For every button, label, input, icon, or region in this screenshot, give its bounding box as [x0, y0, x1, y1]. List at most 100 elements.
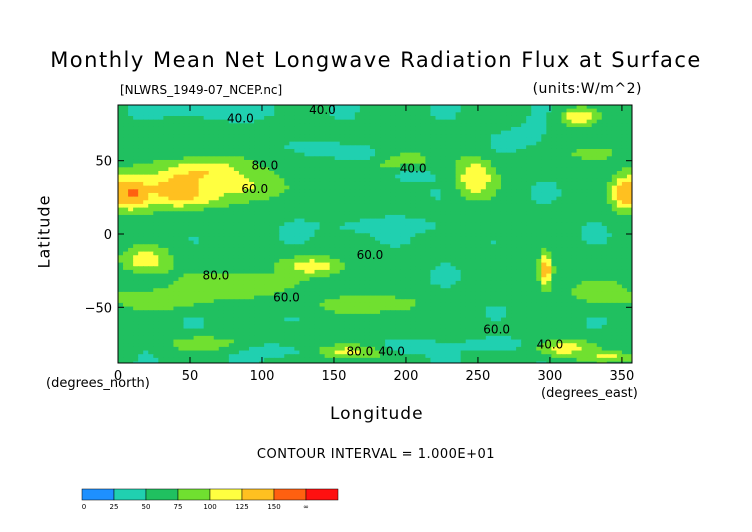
heatmap-cell	[581, 255, 588, 260]
heatmap-cell	[551, 222, 558, 227]
heatmap-cell	[526, 148, 532, 154]
heatmap-cell	[188, 207, 195, 212]
heatmap-cell	[430, 185, 437, 190]
heatmap-cell	[470, 207, 477, 212]
heatmap-cell	[354, 156, 361, 161]
heatmap-cell	[400, 247, 406, 253]
heatmap-cell	[400, 189, 406, 194]
heatmap-cell	[213, 181, 220, 187]
heatmap-cell	[526, 262, 532, 267]
heatmap-cell	[223, 181, 230, 187]
heatmap-cell	[173, 156, 180, 161]
heatmap-cell	[556, 170, 563, 176]
heatmap-cell	[495, 185, 502, 190]
heatmap-cell	[369, 233, 376, 238]
heatmap-cell	[369, 119, 376, 124]
heatmap-cell	[546, 203, 552, 209]
heatmap-cell	[621, 222, 628, 227]
heatmap-cell	[228, 159, 235, 165]
heatmap-cell	[470, 247, 477, 253]
heatmap-cell	[485, 233, 492, 238]
heatmap-cell	[369, 178, 376, 183]
heatmap-cell	[465, 178, 472, 183]
heatmap-cell	[269, 123, 275, 128]
heatmap-cell	[168, 159, 175, 165]
heatmap-cell	[450, 181, 457, 187]
heatmap-cell	[198, 255, 205, 260]
heatmap-cell	[319, 218, 326, 223]
heatmap-cell	[495, 273, 502, 278]
heatmap-cell	[243, 244, 250, 249]
heatmap-cell	[445, 196, 452, 201]
heatmap-cell	[385, 163, 391, 168]
heatmap-cell	[203, 277, 210, 282]
heatmap-cell	[354, 141, 361, 146]
heatmap-cell	[561, 251, 568, 256]
heatmap-cell	[339, 233, 346, 238]
heatmap-cell	[183, 163, 190, 168]
heatmap-cell	[511, 119, 517, 124]
heatmap-cell	[158, 141, 164, 146]
heatmap-cell	[178, 178, 185, 183]
heatmap-cell	[228, 108, 235, 113]
heatmap-cell	[621, 126, 628, 132]
heatmap-cell	[566, 225, 573, 231]
heatmap-cell	[561, 167, 568, 172]
heatmap-cell	[158, 145, 164, 150]
heatmap-cell	[611, 145, 618, 150]
heatmap-cell	[621, 178, 628, 183]
heatmap-cell	[621, 141, 628, 146]
heatmap-cell	[183, 156, 190, 161]
heatmap-cell	[506, 108, 512, 113]
heatmap-cell	[359, 244, 366, 249]
heatmap-cell	[556, 222, 563, 227]
heatmap-cell	[138, 156, 144, 161]
heatmap-cell	[470, 240, 477, 245]
heatmap-cell	[163, 178, 169, 183]
heatmap-cell	[511, 251, 517, 256]
heatmap-cell	[621, 152, 628, 157]
heatmap-cell	[626, 134, 632, 139]
heatmap-cell	[611, 105, 618, 110]
heatmap-cell	[551, 269, 558, 275]
heatmap-cell	[183, 123, 190, 128]
heatmap-cell	[460, 189, 467, 194]
heatmap-cell	[470, 233, 477, 238]
heatmap-cell	[591, 244, 598, 249]
heatmap-cell	[551, 236, 558, 242]
heatmap-cell	[249, 163, 255, 168]
heatmap-cell	[344, 211, 351, 216]
heatmap-cell	[198, 105, 205, 110]
heatmap-cell	[521, 108, 527, 113]
heatmap-cell	[516, 192, 522, 198]
heatmap-cell	[289, 123, 295, 128]
heatmap-cell	[541, 185, 547, 190]
heatmap-cell	[264, 185, 270, 190]
heatmap-cell	[536, 185, 542, 190]
heatmap-cell	[490, 105, 497, 110]
heatmap-cell	[556, 145, 563, 150]
heatmap-cell	[163, 222, 169, 227]
heatmap-cell	[354, 225, 361, 231]
heatmap-cell	[233, 229, 240, 234]
heatmap-cell	[324, 192, 331, 198]
heatmap-cell	[546, 214, 552, 220]
heatmap-cell	[254, 126, 260, 132]
heatmap-cell	[596, 240, 603, 245]
heatmap-cell	[465, 152, 472, 157]
heatmap-cell	[435, 192, 442, 198]
heatmap-cell	[289, 236, 295, 242]
heatmap-cell	[213, 262, 220, 267]
heatmap-cell	[233, 277, 240, 282]
heatmap-cell	[359, 196, 366, 201]
heatmap-cell	[339, 112, 346, 117]
heatmap-cell	[440, 214, 447, 220]
heatmap-cell	[380, 280, 386, 286]
heatmap-cell	[183, 112, 190, 117]
heatmap-cell	[128, 196, 134, 201]
heatmap-cell	[480, 156, 487, 161]
heatmap-cell	[324, 203, 331, 209]
heatmap-cell	[359, 145, 366, 150]
heatmap-cell	[576, 218, 583, 223]
heatmap-cell	[405, 211, 411, 216]
